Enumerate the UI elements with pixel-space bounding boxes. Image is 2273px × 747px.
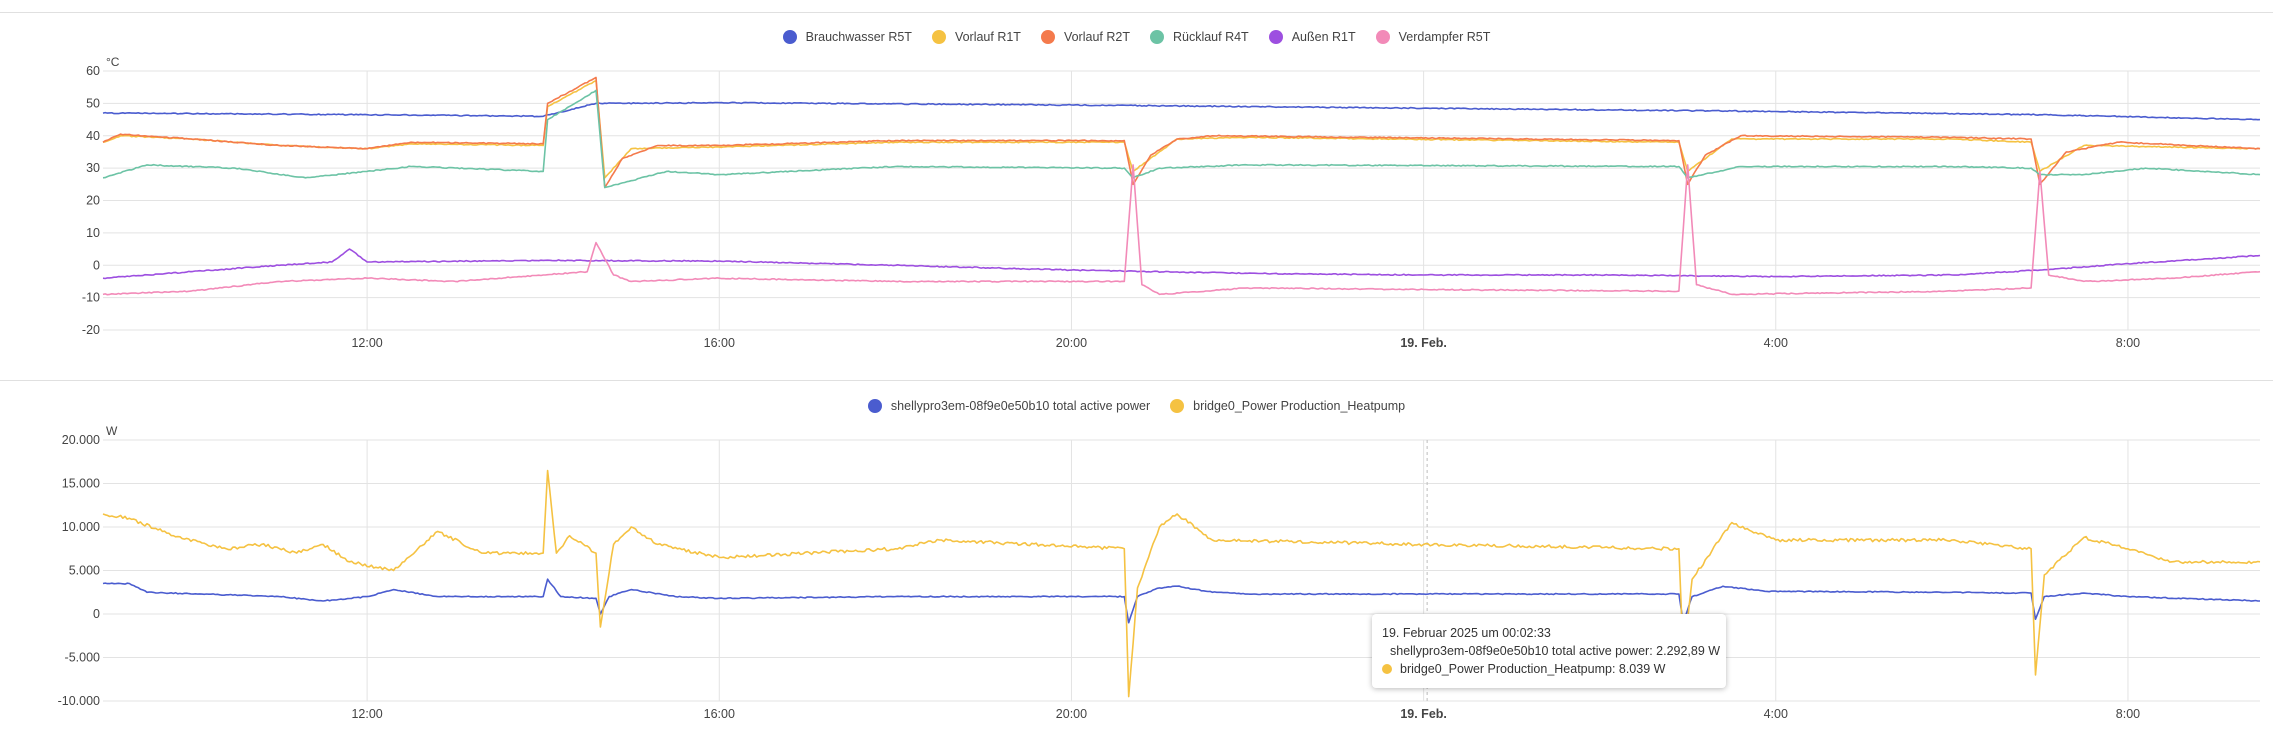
y-tick-label: 0: [93, 607, 100, 621]
legend-label: Rücklauf R4T: [1172, 30, 1249, 44]
y-tick-label: 0: [93, 258, 100, 272]
y-tick-label: 50: [86, 96, 100, 110]
y-tick-label: -5.000: [65, 651, 100, 665]
y-tick-label: 15.000: [62, 477, 100, 491]
x-tick-label: 12:00: [351, 707, 382, 721]
y-unit-label: W: [106, 424, 118, 438]
legend-label: Vorlauf R2T: [1063, 30, 1130, 44]
x-tick-label: 12:00: [351, 336, 382, 350]
series-line: [102, 248, 2261, 280]
chart-tooltip: 19. Februar 2025 um 00:02:33 shellypro3e…: [1372, 614, 1726, 688]
legend-power: shellypro3em-08f9e0e50b10 total active p…: [0, 399, 2273, 413]
tooltip-row-label: bridge0_Power Production_Heatpump: 8.039…: [1400, 662, 1666, 676]
series-line: [102, 76, 2261, 189]
legend-label: shellypro3em-08f9e0e50b10 total active p…: [890, 399, 1151, 413]
tooltip-row-shelly: shellypro3em-08f9e0e50b10 total active p…: [1382, 642, 1720, 660]
y-tick-label: 60: [86, 64, 100, 78]
series-line: [102, 89, 2261, 189]
x-tick-label: 8:00: [2116, 336, 2140, 350]
legend-dot: [1149, 30, 1164, 44]
legend-label: Außen R1T: [1291, 30, 1356, 44]
x-tick-label: 20:00: [1056, 336, 1087, 350]
y-tick-label: 30: [86, 161, 100, 175]
top-divider: [0, 12, 2273, 13]
y-unit-label: °C: [106, 55, 120, 69]
series-line: [102, 578, 2260, 624]
x-tick-label: 16:00: [704, 707, 735, 721]
legend-item-bridge[interactable]: bridge0_Power Production_Heatpump: [1170, 399, 1405, 413]
y-tick-label: 20.000: [62, 433, 100, 447]
y-tick-label: -10.000: [58, 694, 100, 708]
temperature-chart[interactable]: 60 50 40 30 20 10 0 -10 -20 °C 12:00 16:00 20:00 19. …: [0, 0, 2273, 360]
legend-label: bridge0_Power Production_Heatpump: [1193, 399, 1406, 413]
legend-item-brauchwasser[interactable]: Brauchwasser R5T: [782, 30, 912, 44]
x-tick-label: 8:00: [2116, 707, 2140, 721]
legend-item-verdampfer[interactable]: Verdampfer R5T: [1375, 30, 1491, 44]
y-tick-label: 10: [86, 226, 100, 240]
legend-item-vorlauf-r1t[interactable]: Vorlauf R1T: [931, 30, 1021, 44]
x-tick-label: 16:00: [704, 336, 735, 350]
middle-divider: [0, 380, 2273, 381]
y-tick-label: 40: [86, 129, 100, 143]
y-tick-label: 10.000: [62, 520, 100, 534]
legend-dot: [1268, 30, 1283, 44]
legend-dot: [931, 30, 946, 44]
legend-dot: [1040, 30, 1055, 44]
y-tick-label: 5.000: [69, 564, 100, 578]
legend-label: Brauchwasser R5T: [805, 30, 912, 44]
series-line: [102, 164, 2261, 296]
legend-dot: [1375, 30, 1390, 44]
x-tick-label: 4:00: [1764, 707, 1788, 721]
y-tick-label: -10: [82, 291, 100, 305]
x-tick-label: 4:00: [1764, 336, 1788, 350]
legend-dot: [1170, 399, 1185, 413]
legend-label: Vorlauf R1T: [954, 30, 1021, 44]
legend-dot: [867, 399, 882, 413]
tooltip-row-label: shellypro3em-08f9e0e50b10 total active p…: [1390, 644, 1721, 658]
tooltip-dot: [1382, 664, 1392, 674]
legend-item-aussen[interactable]: Außen R1T: [1268, 30, 1356, 44]
legend-item-vorlauf-r2t[interactable]: Vorlauf R2T: [1040, 30, 1130, 44]
series-line: [102, 101, 2261, 121]
y-tick-label: -20: [82, 323, 100, 337]
x-tick-label: 20:00: [1056, 707, 1087, 721]
tooltip-title: 19. Februar 2025 um 00:02:33: [1382, 626, 1551, 640]
y-tick-label: 20: [86, 194, 100, 208]
legend-temperature: Brauchwasser R5T Vorlauf R1T Vorlauf R2T…: [0, 30, 2273, 44]
legend-item-ruecklauf[interactable]: Rücklauf R4T: [1149, 30, 1249, 44]
legend-dot: [782, 30, 797, 44]
legend-label: Verdampfer R5T: [1398, 30, 1491, 44]
legend-item-shelly[interactable]: shellypro3em-08f9e0e50b10 total active p…: [867, 399, 1151, 413]
series-line: [102, 469, 2261, 698]
tooltip-row-bridge: bridge0_Power Production_Heatpump: 8.039…: [1382, 660, 1716, 678]
x-tick-label: 19. Feb.: [1400, 707, 1447, 721]
x-tick-label: 19. Feb.: [1400, 336, 1447, 350]
